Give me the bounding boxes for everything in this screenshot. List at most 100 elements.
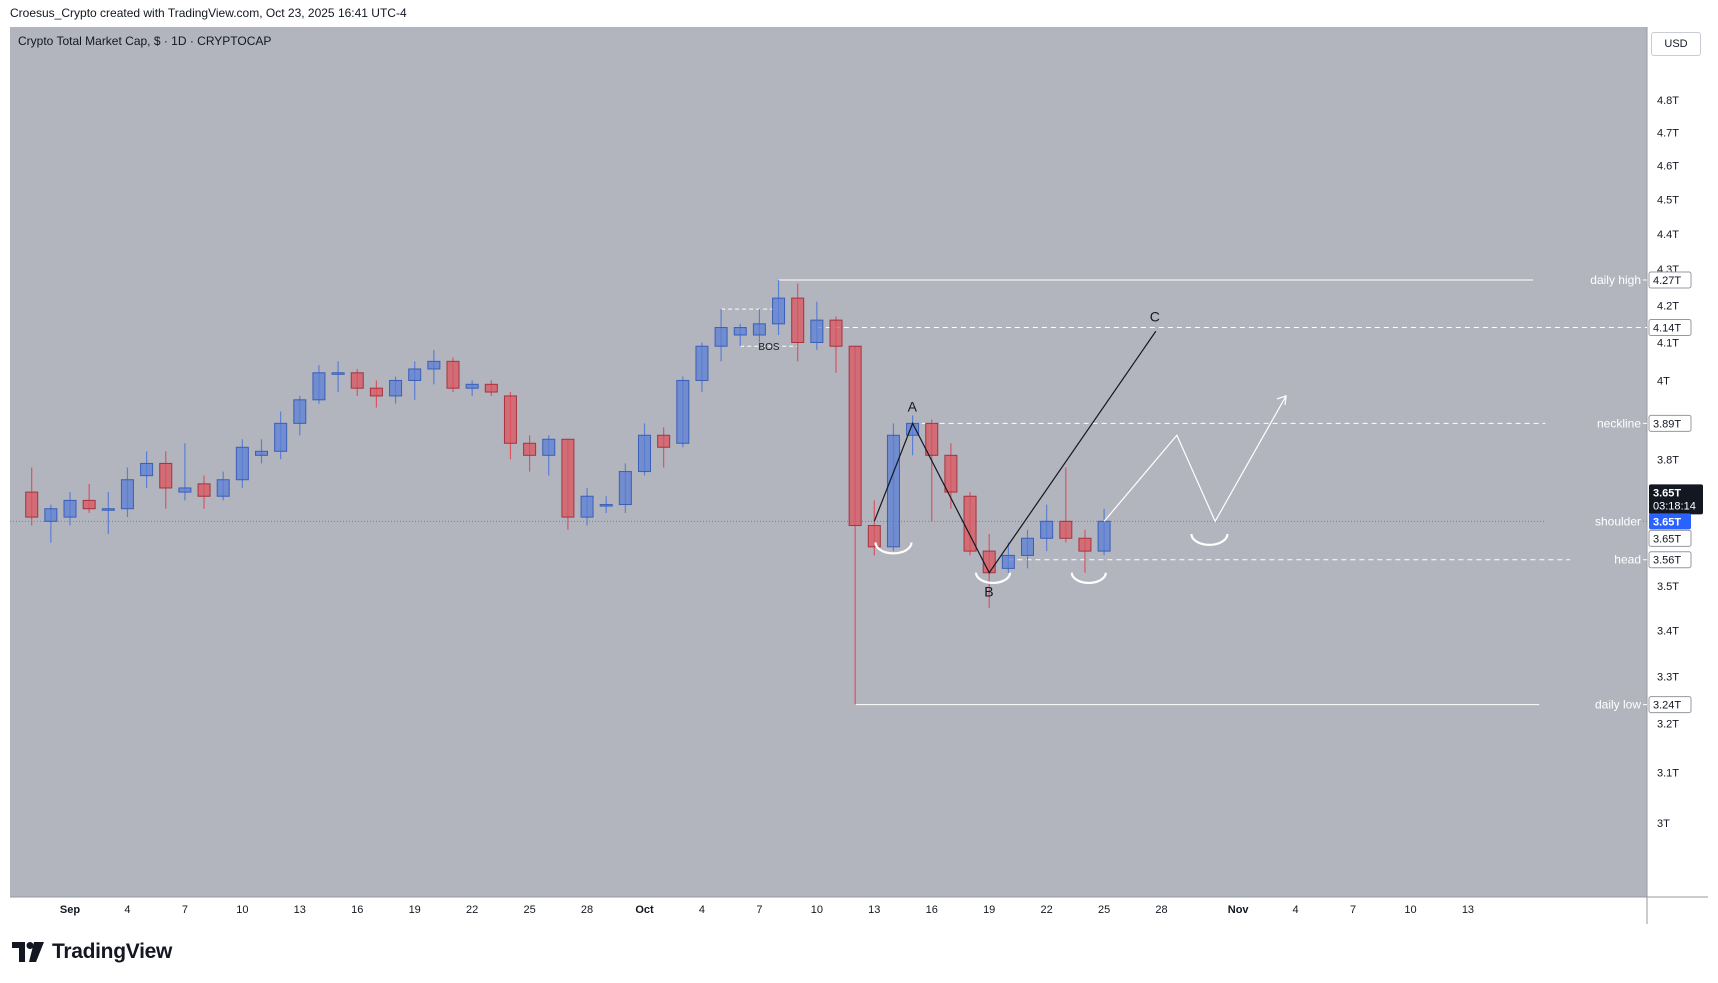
candle-body[interactable] (599, 504, 613, 507)
candle-body[interactable] (982, 550, 996, 574)
tradingview-logo[interactable]: TradingView (12, 940, 172, 964)
level-label: head (1614, 553, 1641, 567)
candle-body[interactable] (1097, 520, 1111, 552)
candle-body[interactable] (312, 372, 326, 401)
candle-body[interactable] (331, 372, 345, 375)
x-tick-label: 28 (1155, 904, 1167, 916)
level-badge: 3.89T (1653, 418, 1681, 430)
prior-close-badge-bg (1648, 529, 1692, 547)
level-badge: 4.27T (1653, 275, 1681, 287)
candle-body[interactable] (44, 508, 58, 522)
candle-body[interactable] (82, 499, 96, 510)
candle-body[interactable] (772, 297, 786, 325)
x-tick-label: 19 (409, 904, 421, 916)
y-tick-label: 4.4T (1657, 229, 1679, 241)
candle-body[interactable] (561, 438, 575, 518)
x-tick-label: 10 (811, 904, 823, 916)
candle-body[interactable] (733, 327, 747, 336)
x-tick-label: 4 (124, 904, 130, 916)
prior-close-badge: 3.65T (1653, 533, 1681, 545)
x-tick-label: 16 (351, 904, 363, 916)
candle-body[interactable] (140, 462, 154, 477)
candle-body[interactable] (197, 483, 211, 497)
candle-body[interactable] (638, 434, 651, 473)
x-tick-label: 22 (1041, 904, 1053, 916)
candle-body[interactable] (944, 454, 958, 493)
candle-body[interactable] (618, 471, 632, 506)
candle-body[interactable] (101, 508, 115, 511)
y-tick-label: 3.8T (1657, 454, 1679, 466)
candle-body[interactable] (350, 372, 364, 389)
y-tick-label: 4.1T (1657, 337, 1679, 349)
candle-body[interactable] (695, 345, 709, 381)
level-label: shoulder (1595, 514, 1641, 528)
candle-body[interactable] (523, 442, 537, 456)
candle-body[interactable] (886, 434, 900, 548)
y-tick-label: 4.8T (1657, 95, 1679, 107)
candle-body[interactable] (503, 395, 517, 444)
candle-body[interactable] (159, 462, 173, 489)
candle-body[interactable] (848, 345, 862, 527)
candle-body[interactable] (427, 360, 441, 370)
candle-body[interactable] (408, 368, 422, 381)
y-tick-label: 4.5T (1657, 194, 1679, 206)
x-tick-label: Sep (60, 904, 80, 916)
candle-body[interactable] (714, 327, 728, 347)
candle-body[interactable] (676, 379, 690, 444)
candle-body[interactable] (925, 422, 939, 456)
candle-body[interactable] (1059, 520, 1073, 539)
projected-shoulder-arc (1190, 533, 1229, 546)
candle-body[interactable] (580, 495, 594, 518)
currency-selector[interactable]: USD (1651, 32, 1701, 56)
label-c: C (1150, 308, 1160, 324)
candle-body[interactable] (542, 438, 556, 456)
candle-body[interactable] (867, 525, 881, 548)
x-tick-label: 10 (236, 904, 248, 916)
candle-body[interactable] (465, 383, 479, 389)
candle-body[interactable] (274, 422, 288, 452)
candle-body[interactable] (25, 491, 39, 518)
level-badge-bg (1648, 551, 1692, 569)
x-tick-label: 7 (1350, 904, 1356, 916)
level-badge: 4.14T (1653, 323, 1681, 335)
candle-body[interactable] (293, 399, 307, 424)
candle-body[interactable] (235, 446, 249, 481)
x-tick-label: 25 (523, 904, 535, 916)
shoulder-badge-bg (1649, 513, 1691, 530)
candle-body[interactable] (752, 323, 766, 336)
candle-body[interactable] (1021, 537, 1034, 556)
label-a: A (908, 398, 918, 414)
label-b: B (984, 584, 993, 600)
time-axis-area (10, 897, 1708, 924)
candle-body[interactable] (810, 319, 824, 343)
candle-body[interactable] (178, 487, 192, 493)
candle-body[interactable] (255, 450, 268, 456)
symbol-label[interactable]: Crypto Total Market Cap, $ · 1D · CRYPTO… (18, 34, 271, 48)
y-tick-label: 3.4T (1657, 625, 1679, 637)
tradingview-logo-icon (12, 942, 44, 962)
candle-body[interactable] (369, 387, 383, 397)
candle-body[interactable] (829, 319, 843, 347)
level-badge-bg (1648, 271, 1692, 289)
candle-body[interactable] (446, 360, 460, 389)
y-tick-label: 3.2T (1657, 719, 1679, 731)
candle-body[interactable] (1078, 537, 1092, 552)
candle-body[interactable] (389, 379, 403, 397)
y-tick-label: 3T (1657, 818, 1670, 830)
x-tick-label: 4 (699, 904, 705, 916)
current-price-badge: 3.65T (1653, 487, 1681, 499)
candle-body[interactable] (791, 297, 805, 343)
candle-body[interactable] (216, 479, 230, 497)
projected-arrow-head (1276, 395, 1287, 405)
candle-body[interactable] (657, 434, 671, 448)
candle-body[interactable] (63, 499, 77, 518)
x-tick-label: 7 (756, 904, 762, 916)
tradingview-brand-text: TradingView (52, 940, 173, 963)
candle-body[interactable] (120, 479, 134, 510)
left-shoulder-arc (874, 542, 913, 555)
candle-body[interactable] (1001, 554, 1015, 569)
candle-body[interactable] (484, 383, 498, 393)
level-label: neckline (1597, 416, 1641, 430)
candle-body[interactable] (1040, 520, 1054, 539)
